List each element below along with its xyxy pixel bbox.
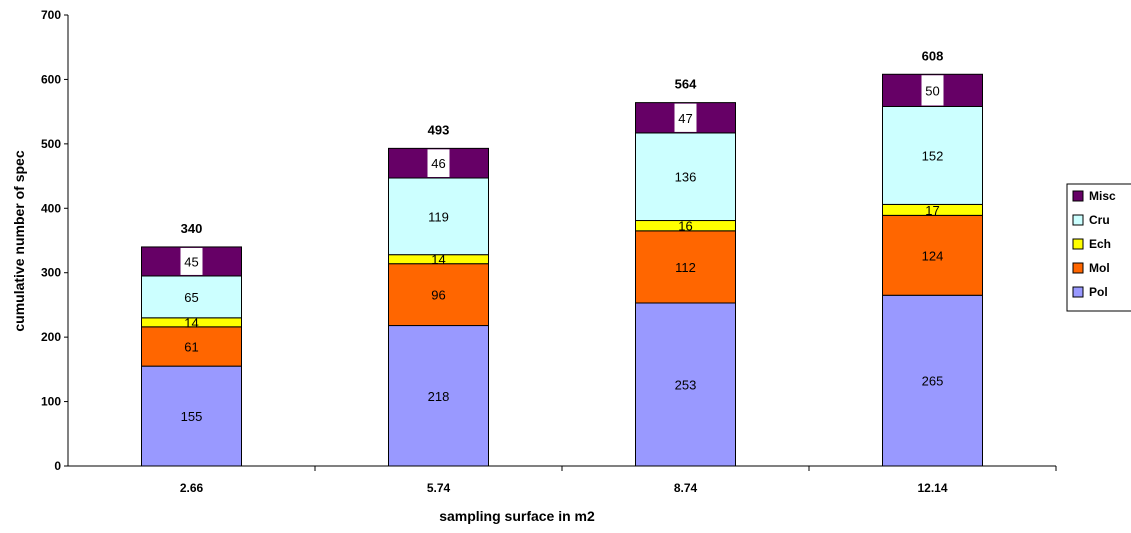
data-label-background	[427, 149, 450, 178]
data-label: 155	[181, 409, 203, 424]
data-label: 112	[675, 260, 696, 275]
y-axis-label: cumulative number of spec	[11, 150, 27, 331]
data-label-background	[921, 75, 944, 106]
bar-total-label: 340	[181, 221, 203, 236]
data-label-background	[674, 103, 697, 132]
y-tick-label: 200	[41, 330, 61, 344]
data-label: 17	[925, 203, 939, 218]
data-label-background	[180, 247, 203, 275]
data-label: 46	[431, 156, 445, 171]
x-tick-label: 2.66	[180, 481, 204, 495]
data-label: 152	[922, 148, 944, 163]
data-label: 45	[184, 254, 198, 269]
x-tick-label: 8.74	[674, 481, 698, 495]
bar-segment-mol	[388, 263, 489, 327]
bar-segment-pol	[635, 302, 736, 467]
bar-segment-cru	[882, 105, 983, 205]
y-tick-label: 400	[41, 201, 61, 215]
y-tick-label: 300	[41, 266, 61, 280]
legend-swatch-mol	[1072, 262, 1084, 274]
bar-total-label: 608	[922, 48, 944, 63]
bar-total-label: 564	[675, 77, 697, 92]
bar-segment-cru	[141, 275, 242, 319]
data-label: 124	[922, 248, 944, 263]
data-label: 50	[925, 83, 939, 98]
bar-segment-mol	[635, 230, 736, 304]
bar-segment-mol	[882, 214, 983, 296]
x-axis-label: sampling surface in m2	[439, 508, 595, 524]
data-label: 16	[678, 219, 692, 234]
bar-total-label: 493	[428, 122, 450, 137]
legend-label-cru: Cru	[1089, 213, 1110, 227]
x-tick-label: 5.74	[427, 481, 451, 495]
data-label: 119	[428, 209, 449, 224]
y-tick-label: 0	[54, 459, 61, 473]
data-label: 65	[184, 290, 198, 305]
data-label: 14	[184, 315, 198, 330]
data-label: 136	[675, 170, 697, 185]
legend-label-ech: Ech	[1089, 237, 1111, 251]
y-tick-label: 500	[41, 137, 61, 151]
legend-label-pol: Pol	[1089, 285, 1108, 299]
bar-segment-pol	[141, 365, 242, 467]
data-label: 96	[431, 288, 445, 303]
y-tick-label: 700	[41, 8, 61, 22]
legend-swatch-pol	[1072, 286, 1084, 298]
legend-swatch-misc	[1072, 190, 1084, 202]
bar-segment-cru	[388, 177, 489, 256]
bar-segment-mol	[141, 326, 242, 367]
legend-label-misc: Misc	[1089, 189, 1116, 203]
y-tick-label: 100	[41, 395, 61, 409]
data-label: 218	[428, 389, 450, 404]
plot-area: 0 100 200 300 400 500 600 700 155 61 14 65 45 340 2.66…	[41, 8, 1057, 495]
legend-swatch-ech	[1072, 238, 1084, 250]
data-label: 47	[678, 111, 692, 126]
data-label: 14	[431, 252, 445, 267]
legend-swatch-cru	[1072, 214, 1084, 226]
data-label: 61	[184, 339, 198, 354]
x-tick-label: 12.14	[917, 481, 947, 495]
data-label: 265	[922, 374, 944, 389]
bar-segment-pol	[388, 325, 489, 467]
legend-label-mol: Mol	[1089, 261, 1110, 275]
legend: Misc Cru Ech Mol Pol	[1066, 183, 1131, 312]
y-tick-label: 600	[41, 72, 61, 86]
data-label: 253	[675, 377, 697, 392]
bar-segment-pol	[882, 294, 983, 467]
